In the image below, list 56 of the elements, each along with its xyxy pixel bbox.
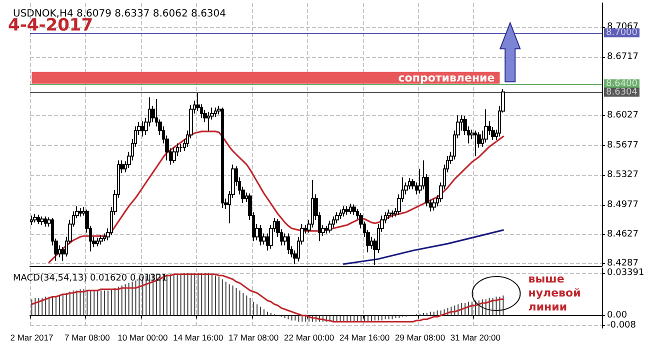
candlestick <box>387 209 391 220</box>
candlestick <box>391 210 394 218</box>
x-tick-label: 24 Mar 16:00 <box>339 332 390 342</box>
y-tick-label: 8.4977 <box>607 200 638 210</box>
candlestick <box>221 107 224 208</box>
ref-line-label: 8.6304 <box>606 87 638 98</box>
candlestick <box>96 237 99 247</box>
y-tick-label: 8.5677 <box>607 140 638 150</box>
ref-line-label: 8.6400 <box>606 78 638 89</box>
y-tick-label: 0.03391 <box>607 268 644 278</box>
candlestick <box>259 224 262 246</box>
candlestick <box>33 213 37 223</box>
candlestick <box>30 215 33 226</box>
candlestick <box>349 203 352 214</box>
candlestick <box>352 204 356 216</box>
band-label: сопротивление <box>398 71 495 84</box>
candlestick <box>332 216 335 228</box>
y-tick-label: 8.6027 <box>607 110 638 121</box>
x-tick-label: 14 Mar 16:00 <box>173 332 224 342</box>
annotation: выше нулевой линии <box>528 272 585 314</box>
y-tick-label: 8.5327 <box>607 170 638 180</box>
x-tick-label: 10 Mar 00:00 <box>118 332 168 342</box>
candlestick <box>484 108 488 143</box>
candlestick <box>432 198 436 212</box>
candlestick <box>172 147 176 164</box>
candlestick <box>287 232 290 254</box>
line-series <box>342 229 504 265</box>
x-tick-label: 22 Mar 00:00 <box>284 332 334 342</box>
y-tick-label: 8.4287 <box>607 258 638 268</box>
candlestick <box>207 111 210 132</box>
candlestick <box>311 179 314 228</box>
x-tick-label: 31 Mar 20:00 <box>450 332 501 342</box>
candlestick <box>474 130 477 157</box>
line-series <box>48 130 504 264</box>
x-tick-label: 17 Mar 08:00 <box>228 332 279 342</box>
y-tick-label: 8.4627 <box>607 230 638 240</box>
candlestick <box>328 220 332 234</box>
candlestick <box>44 216 47 228</box>
y-tick-label: -0.008 <box>607 320 636 330</box>
x-tick-label: 7 Mar 08:00 <box>64 332 110 342</box>
candlestick <box>40 216 44 226</box>
candlestick <box>339 209 342 220</box>
y-tick-label: 8.6717 <box>607 52 638 62</box>
candlestick <box>37 214 40 225</box>
candlestick <box>141 120 144 138</box>
y-tick-label: 0.00 <box>607 310 628 320</box>
candlestick <box>214 107 217 118</box>
candlestick <box>335 212 339 224</box>
x-tick-label: 29 Mar 08:00 <box>394 332 446 342</box>
candlestick <box>99 234 103 246</box>
candlestick <box>342 206 345 217</box>
candlestick <box>79 207 82 217</box>
candlestick <box>103 232 106 242</box>
candlestick <box>345 206 349 216</box>
text: USDNOK,H4 8.6079 8.6337 8.6062 8.6304 <box>13 8 226 20</box>
x-tick-label: 2 Mar 2017 <box>10 332 54 342</box>
